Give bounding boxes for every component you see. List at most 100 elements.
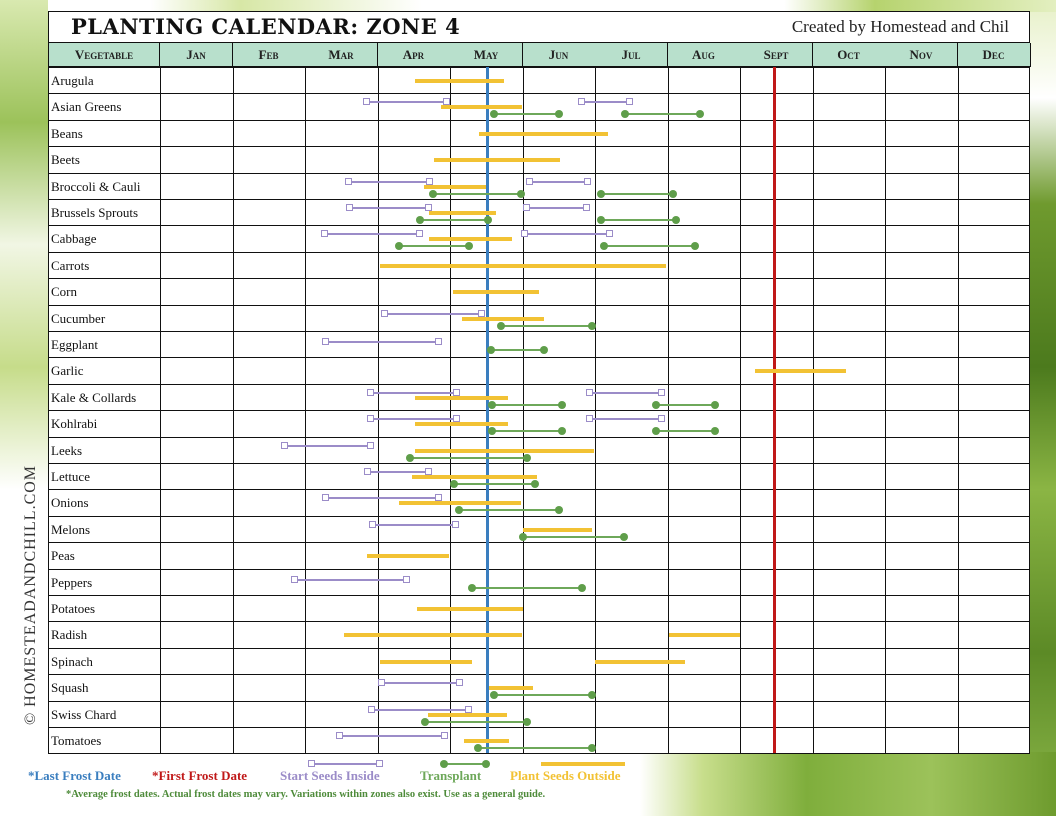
plant-outside-bar (380, 659, 472, 664)
start-inside-end-marker (434, 494, 442, 502)
start-inside-start-marker (363, 98, 371, 106)
start-inside-end-marker (451, 520, 459, 528)
row-divider (48, 542, 1030, 544)
transplant-start-marker (421, 717, 430, 726)
vegetable-label: Tomatoes (51, 733, 102, 748)
column-header-jan: Jan (160, 43, 233, 67)
transplant-end-marker (672, 216, 681, 224)
row-divider (48, 278, 1030, 280)
plant-outside-bar (398, 501, 522, 506)
start-inside-start-marker (291, 575, 299, 583)
start-inside-start-marker (281, 441, 289, 449)
vegetable-label: Garlic (51, 363, 84, 379)
leaf-background-bottom (640, 752, 1056, 816)
transplant-bar (433, 192, 522, 195)
start-inside-bar (372, 523, 456, 526)
start-inside-bar (367, 471, 429, 473)
vegetable-label: Beans (51, 125, 83, 141)
title-bar: PLANTING CALENDAR: ZONE 4 Created by Hom… (48, 11, 1030, 43)
plant-outside-bar (379, 263, 667, 268)
row-divider (48, 568, 1030, 570)
plant-outside-bar (415, 448, 594, 453)
legend-start-seeds-inside: Start Seeds Inside (280, 768, 380, 783)
column-divider (957, 67, 959, 754)
plant-outside-bar (428, 211, 496, 215)
transplant-end-marker (588, 744, 597, 752)
plant-outside-bar (441, 105, 523, 110)
transplant-bar (471, 586, 582, 589)
plant-outside-bar (522, 527, 593, 532)
vegetable-label: Broccoli & Cauli (51, 178, 141, 194)
transplant-start-marker (488, 427, 497, 436)
column-divider (1029, 67, 1030, 754)
transplant-start-marker (416, 216, 425, 224)
column-header-jul: Jul (595, 43, 668, 67)
row-divider (48, 251, 1030, 253)
column-divider (232, 67, 234, 754)
transplant-start-marker (599, 242, 608, 251)
start-inside-end-marker (478, 309, 486, 317)
row-divider (48, 146, 1030, 148)
column-divider (377, 67, 379, 754)
start-inside-bar (384, 312, 482, 315)
start-inside-end-marker (453, 388, 461, 396)
transplant-start-marker (489, 110, 498, 119)
vegetable-label: Kohlrabi (51, 416, 98, 432)
transplant-end-marker (522, 717, 531, 726)
plant-outside-bar (463, 739, 510, 743)
transplant-bar (425, 720, 527, 723)
start-inside-end-marker (455, 679, 463, 687)
transplant-start-marker (651, 400, 660, 409)
start-inside-bar (589, 391, 662, 394)
transplant-bar (625, 113, 701, 116)
vegetable-label: Squash (51, 680, 89, 696)
transplant-end-marker (696, 110, 705, 119)
plant-outside-bar (479, 131, 609, 136)
start-inside-bar (371, 708, 469, 711)
start-inside-bar (370, 418, 457, 421)
transplant-end-marker (517, 189, 526, 198)
start-inside-start-marker (366, 388, 374, 396)
start-inside-bar (349, 207, 429, 209)
vegetable-label: Peppers (51, 574, 93, 590)
vegetable-label: Melons (51, 521, 90, 537)
plant-outside-bar (415, 79, 504, 83)
transplant-end-marker (554, 110, 563, 119)
row-divider (48, 357, 1030, 359)
column-header-vegetable: Vegetable (48, 43, 160, 67)
row-divider (48, 674, 1030, 676)
start-inside-end-marker (425, 204, 433, 211)
vegetable-label: Corn (51, 284, 77, 300)
transplant-start-marker (496, 321, 505, 330)
vegetable-label: Lettuce (51, 469, 90, 484)
start-inside-end-marker (442, 98, 450, 106)
transplant-start-marker (473, 744, 482, 752)
transplant-start-marker (596, 216, 605, 224)
transplant-bar (600, 219, 677, 221)
plant-outside-bar (344, 633, 523, 638)
vegetable-label: Radish (51, 627, 88, 643)
transplant-bar (410, 456, 527, 459)
vegetable-label: Brussels Sprouts (51, 205, 139, 220)
transplant-end-marker (530, 480, 539, 488)
start-inside-start-marker (585, 415, 593, 423)
start-inside-end-marker (606, 230, 613, 238)
legend-last-frost: *Last Frost Date (28, 768, 121, 783)
transplant-end-marker (691, 242, 700, 251)
start-inside-end-marker (440, 732, 448, 739)
start-inside-bar (581, 101, 630, 104)
start-inside-start-marker (378, 679, 386, 687)
start-inside-bar (325, 341, 439, 343)
start-inside-start-marker (521, 230, 529, 238)
start-inside-start-marker (321, 338, 329, 345)
transplant-end-marker (588, 321, 597, 330)
start-inside-start-marker (345, 177, 352, 185)
column-header-mar: Mar (305, 43, 378, 67)
transplant-end-marker (669, 189, 678, 198)
start-inside-start-marker (381, 309, 389, 317)
transplant-bar (655, 403, 716, 406)
transplant-start-marker (406, 453, 415, 462)
transplant-start-marker (486, 346, 495, 354)
frost-date-note: *Average frost dates. Actual frost dates… (66, 789, 546, 800)
vegetable-label: Swiss Chard (51, 706, 117, 722)
